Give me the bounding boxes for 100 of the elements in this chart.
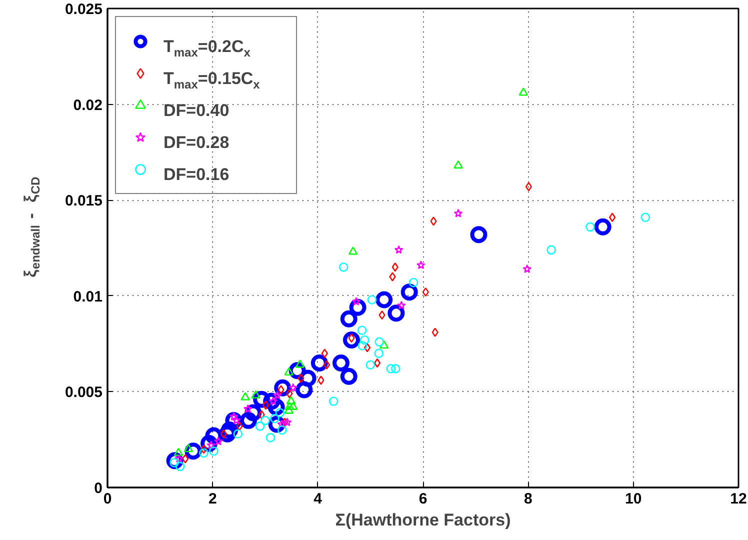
point	[470, 226, 488, 244]
x-tick-label: 4	[314, 490, 323, 508]
point	[594, 218, 612, 236]
y-tick-label: 0.02	[73, 96, 103, 114]
point	[262, 400, 270, 410]
point	[284, 402, 294, 410]
point	[546, 245, 556, 255]
point	[258, 410, 265, 420]
point	[342, 331, 360, 348]
x-tick-label: 6	[418, 490, 428, 508]
y-tick-label: 0	[94, 480, 102, 497]
point	[432, 328, 438, 337]
point	[214, 436, 223, 446]
point	[299, 370, 316, 387]
point	[328, 396, 338, 406]
point	[364, 342, 371, 352]
point	[200, 444, 208, 454]
point	[288, 383, 298, 392]
point	[321, 348, 328, 358]
point	[386, 364, 396, 374]
point	[522, 264, 532, 273]
point	[348, 246, 358, 255]
point	[396, 300, 406, 310]
x-tick-label: 2	[208, 490, 217, 508]
legend-label: DF=0.40	[164, 101, 230, 120]
point	[422, 287, 429, 297]
x-axis-title: Σ(Hawthorne Factors)	[335, 510, 511, 530]
point	[454, 208, 463, 218]
point	[240, 412, 257, 429]
point	[260, 416, 270, 426]
legend-label: DF=0.16	[164, 165, 230, 184]
point	[199, 448, 208, 458]
point	[284, 406, 294, 414]
point	[608, 212, 616, 222]
point	[332, 354, 350, 372]
point	[416, 260, 426, 270]
point	[295, 360, 305, 368]
point	[379, 340, 389, 349]
point	[298, 374, 304, 383]
point	[525, 182, 532, 192]
point	[518, 88, 528, 96]
point	[233, 429, 243, 438]
point	[640, 212, 650, 222]
point	[284, 367, 294, 376]
legend-label: DF=0.28	[164, 133, 230, 152]
point	[586, 222, 595, 232]
point	[340, 310, 358, 328]
point	[255, 422, 265, 431]
point	[391, 364, 400, 374]
point	[376, 291, 393, 308]
point	[366, 360, 376, 370]
point	[338, 262, 348, 272]
point	[296, 381, 313, 398]
point	[318, 376, 324, 385]
point	[174, 448, 184, 456]
point	[175, 462, 185, 472]
point	[209, 446, 218, 456]
point	[374, 348, 384, 358]
point	[288, 402, 298, 410]
point	[357, 326, 367, 336]
x-tick-label: 12	[730, 490, 747, 508]
y-tick-label: 0.025	[64, 1, 103, 18]
point	[243, 404, 252, 413]
point	[282, 418, 292, 426]
point	[392, 262, 398, 272]
y-tick-label: 0.01	[73, 288, 103, 306]
point	[277, 420, 286, 428]
point	[277, 425, 287, 435]
y-axis-title: ξendwall - ξCD	[21, 176, 42, 278]
y-tick-label: 0.005	[64, 384, 103, 402]
point	[360, 335, 370, 345]
point	[352, 297, 361, 306]
point	[281, 418, 288, 428]
point	[374, 358, 381, 368]
point	[182, 454, 189, 464]
point	[240, 392, 250, 400]
point	[323, 360, 330, 370]
point	[367, 295, 377, 304]
x-tick-label: 10	[624, 490, 642, 508]
point	[374, 337, 384, 347]
point	[340, 368, 358, 385]
point	[394, 245, 404, 254]
point	[266, 433, 276, 442]
point	[272, 390, 282, 400]
point	[275, 408, 285, 418]
x-tick-label: 8	[524, 490, 532, 508]
point	[286, 396, 296, 404]
point	[454, 160, 463, 169]
point	[236, 422, 243, 431]
point	[378, 310, 386, 320]
point	[358, 341, 368, 350]
point	[389, 272, 396, 282]
point	[400, 284, 418, 301]
point	[251, 390, 260, 398]
point	[430, 216, 437, 226]
point	[408, 278, 418, 288]
point	[388, 304, 405, 322]
point	[270, 414, 280, 424]
point	[286, 388, 293, 398]
y-tick-label: 0.015	[64, 192, 103, 210]
